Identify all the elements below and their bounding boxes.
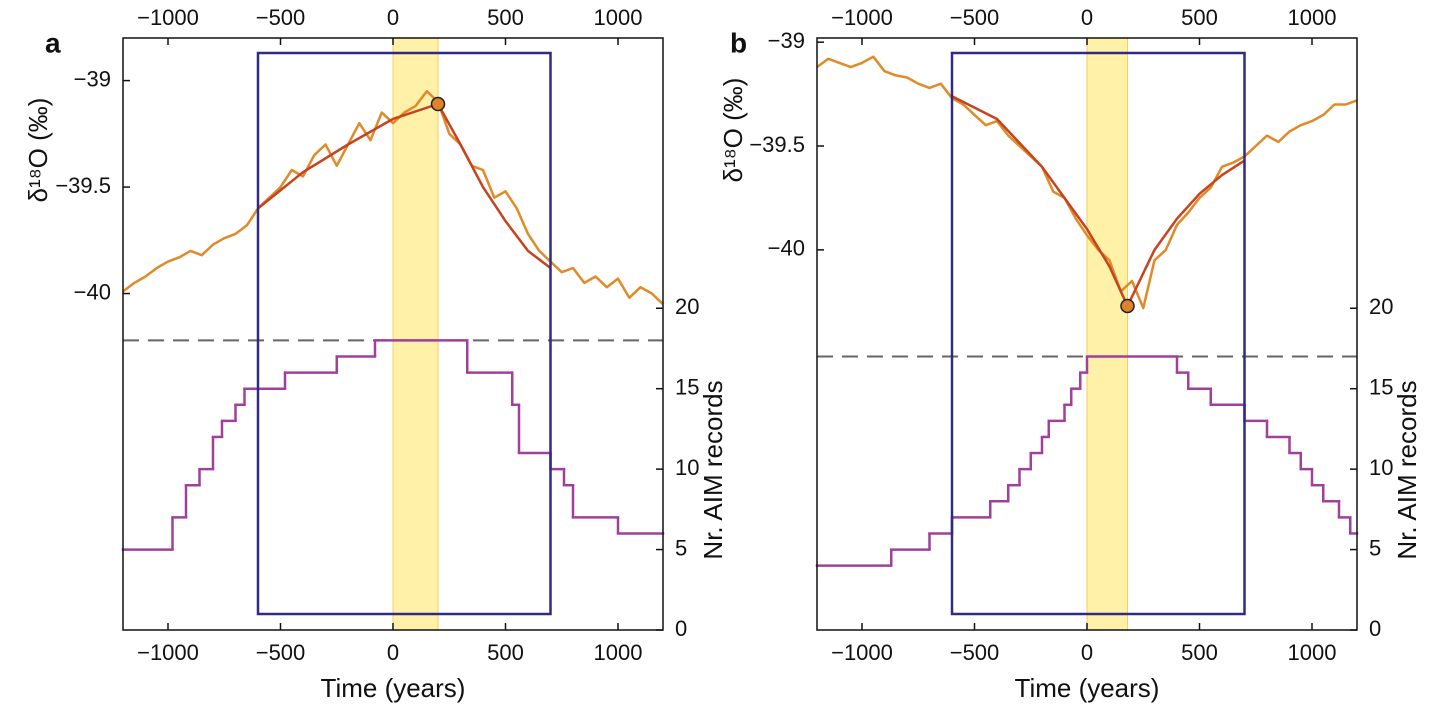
- x-tick-label-top: −1000: [831, 5, 893, 30]
- x-tick-label-top: −1000: [137, 5, 199, 30]
- y2-tick-label: 10: [1369, 455, 1393, 480]
- x-tick-label-top: 1000: [1288, 5, 1337, 30]
- panel-label: a: [45, 27, 61, 58]
- highlight-band: [392, 37, 439, 631]
- highlight-band: [1086, 37, 1128, 631]
- y2-tick-label: 0: [675, 616, 687, 641]
- x-tick-label-top: −500: [950, 5, 1000, 30]
- x-tick-label-top: 0: [387, 5, 399, 30]
- x-tick-label: 1000: [1288, 640, 1337, 665]
- x-tick-label: 0: [1081, 640, 1093, 665]
- y-tick-label: −39: [74, 66, 111, 91]
- marker: [430, 96, 446, 112]
- x-tick-label-top: 500: [487, 5, 524, 30]
- y-tick-label: −39.5: [55, 173, 111, 198]
- y2-tick-label: 15: [1369, 375, 1393, 400]
- x-axis-label: Time (years): [1015, 673, 1160, 703]
- fit-curve: [257, 102, 552, 269]
- y-axis-label: δ¹⁸O (‰): [23, 98, 53, 203]
- x-tick-label: 1000: [594, 640, 643, 665]
- y2-tick-label: 15: [675, 375, 699, 400]
- x-tick-label: −1000: [137, 640, 199, 665]
- x-tick-label-top: 1000: [594, 5, 643, 30]
- x-tick-label: −500: [256, 640, 306, 665]
- x-tick-label: 500: [487, 640, 524, 665]
- x-tick-label: 500: [1181, 640, 1218, 665]
- y2-tick-label: 5: [675, 535, 687, 560]
- x-tick-label-top: 500: [1181, 5, 1218, 30]
- y2-axis-label: Nr. AIM records: [1392, 380, 1422, 559]
- x-tick-label: 0: [387, 640, 399, 665]
- y2-tick-label: 10: [675, 455, 699, 480]
- window-box: [256, 51, 552, 616]
- x-tick-label-top: −500: [256, 5, 306, 30]
- panel-label: b: [730, 27, 747, 58]
- y2-tick-label: 20: [675, 294, 699, 319]
- data-line: [816, 55, 1358, 310]
- y-axis-label: δ¹⁸O (‰): [718, 78, 748, 183]
- x-tick-label: −1000: [831, 640, 893, 665]
- x-axis-label: Time (years): [321, 673, 466, 703]
- x-tick-label: −500: [950, 640, 1000, 665]
- y-tick-label: −40: [74, 279, 111, 304]
- y-tick-label: −39: [768, 28, 805, 53]
- marker: [1120, 298, 1135, 314]
- y2-axis-label: Nr. AIM records: [698, 380, 728, 559]
- x-tick-label-top: 0: [1081, 5, 1093, 30]
- window-box: [950, 51, 1246, 616]
- y-tick-label: −39.5: [749, 132, 805, 157]
- data-line: [122, 89, 664, 306]
- y2-tick-label: 5: [1369, 535, 1381, 560]
- y2-tick-label: 0: [1369, 616, 1381, 641]
- y2-tick-label: 20: [1369, 294, 1393, 319]
- y-tick-label: −40: [768, 236, 805, 261]
